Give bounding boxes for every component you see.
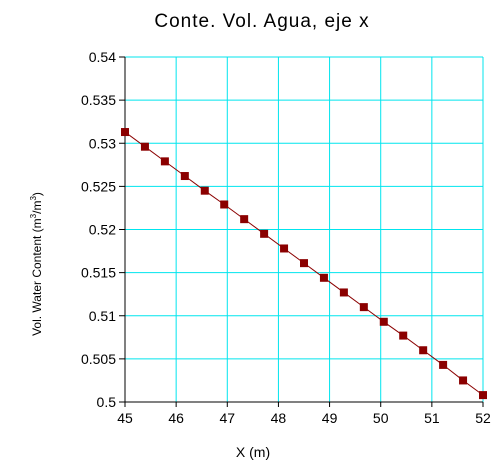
grid: [125, 56, 484, 402]
y-tick-labels: 0.5 0.505 0.51 0.515 0.52 0.525 0.53 0.535 0.54: [81, 49, 116, 410]
data-point: [121, 128, 129, 137]
data-point: [459, 376, 468, 385]
x-tick-label: 48: [271, 410, 287, 426]
axes: [119, 56, 484, 407]
data-point: [240, 215, 249, 224]
y-tick-label: 0.5: [97, 394, 117, 410]
x-tick-label: 49: [322, 410, 338, 426]
data-point: [419, 346, 428, 355]
x-tick-label: 51: [424, 410, 440, 426]
y-axis-label-sup2: 3: [29, 196, 38, 201]
data-point: [140, 142, 149, 151]
y-axis-label-end: ): [30, 192, 44, 196]
data-point: [220, 200, 229, 209]
x-tick-labels: 45 46 47 48 49 50 51 52: [117, 410, 491, 426]
x-axis-label: X (m): [236, 444, 270, 460]
y-tick-label: 0.54: [89, 49, 116, 65]
data-point: [200, 186, 209, 195]
y-tick-label: 0.525: [81, 178, 116, 194]
x-tick-label: 46: [168, 410, 184, 426]
data-point: [180, 172, 189, 181]
y-axis-label-sup1: 3: [29, 213, 38, 218]
data-point: [160, 157, 169, 166]
data-point: [280, 244, 289, 253]
y-tick-label: 0.515: [81, 265, 116, 281]
data-point: [319, 273, 328, 282]
x-tick-label: 45: [117, 410, 133, 426]
y-axis-label-mid: /m: [30, 201, 44, 214]
chart-title: Conte. Vol. Agua, eje x: [154, 11, 369, 32]
y-tick-label: 0.53: [89, 135, 116, 151]
x-tick-label: 50: [373, 410, 389, 426]
y-tick-label: 0.535: [81, 92, 116, 108]
data-point: [260, 229, 269, 238]
data-point: [379, 317, 388, 326]
y-axis-label: Vol. Water Content (m3/m3): [29, 192, 44, 336]
data-point: [339, 288, 348, 297]
x-tick-label: 47: [219, 410, 235, 426]
data-point: [479, 391, 487, 400]
series-markers: [121, 128, 487, 400]
y-axis-label-main: Vol. Water Content (m: [30, 218, 44, 336]
data-point: [300, 259, 308, 268]
x-tick-label: 52: [475, 410, 491, 426]
y-tick-label: 0.505: [81, 351, 116, 367]
data-point: [359, 303, 368, 312]
data-point: [439, 360, 448, 369]
y-tick-label: 0.51: [89, 308, 116, 324]
data-point: [399, 331, 408, 340]
y-tick-label: 0.52: [89, 222, 116, 238]
